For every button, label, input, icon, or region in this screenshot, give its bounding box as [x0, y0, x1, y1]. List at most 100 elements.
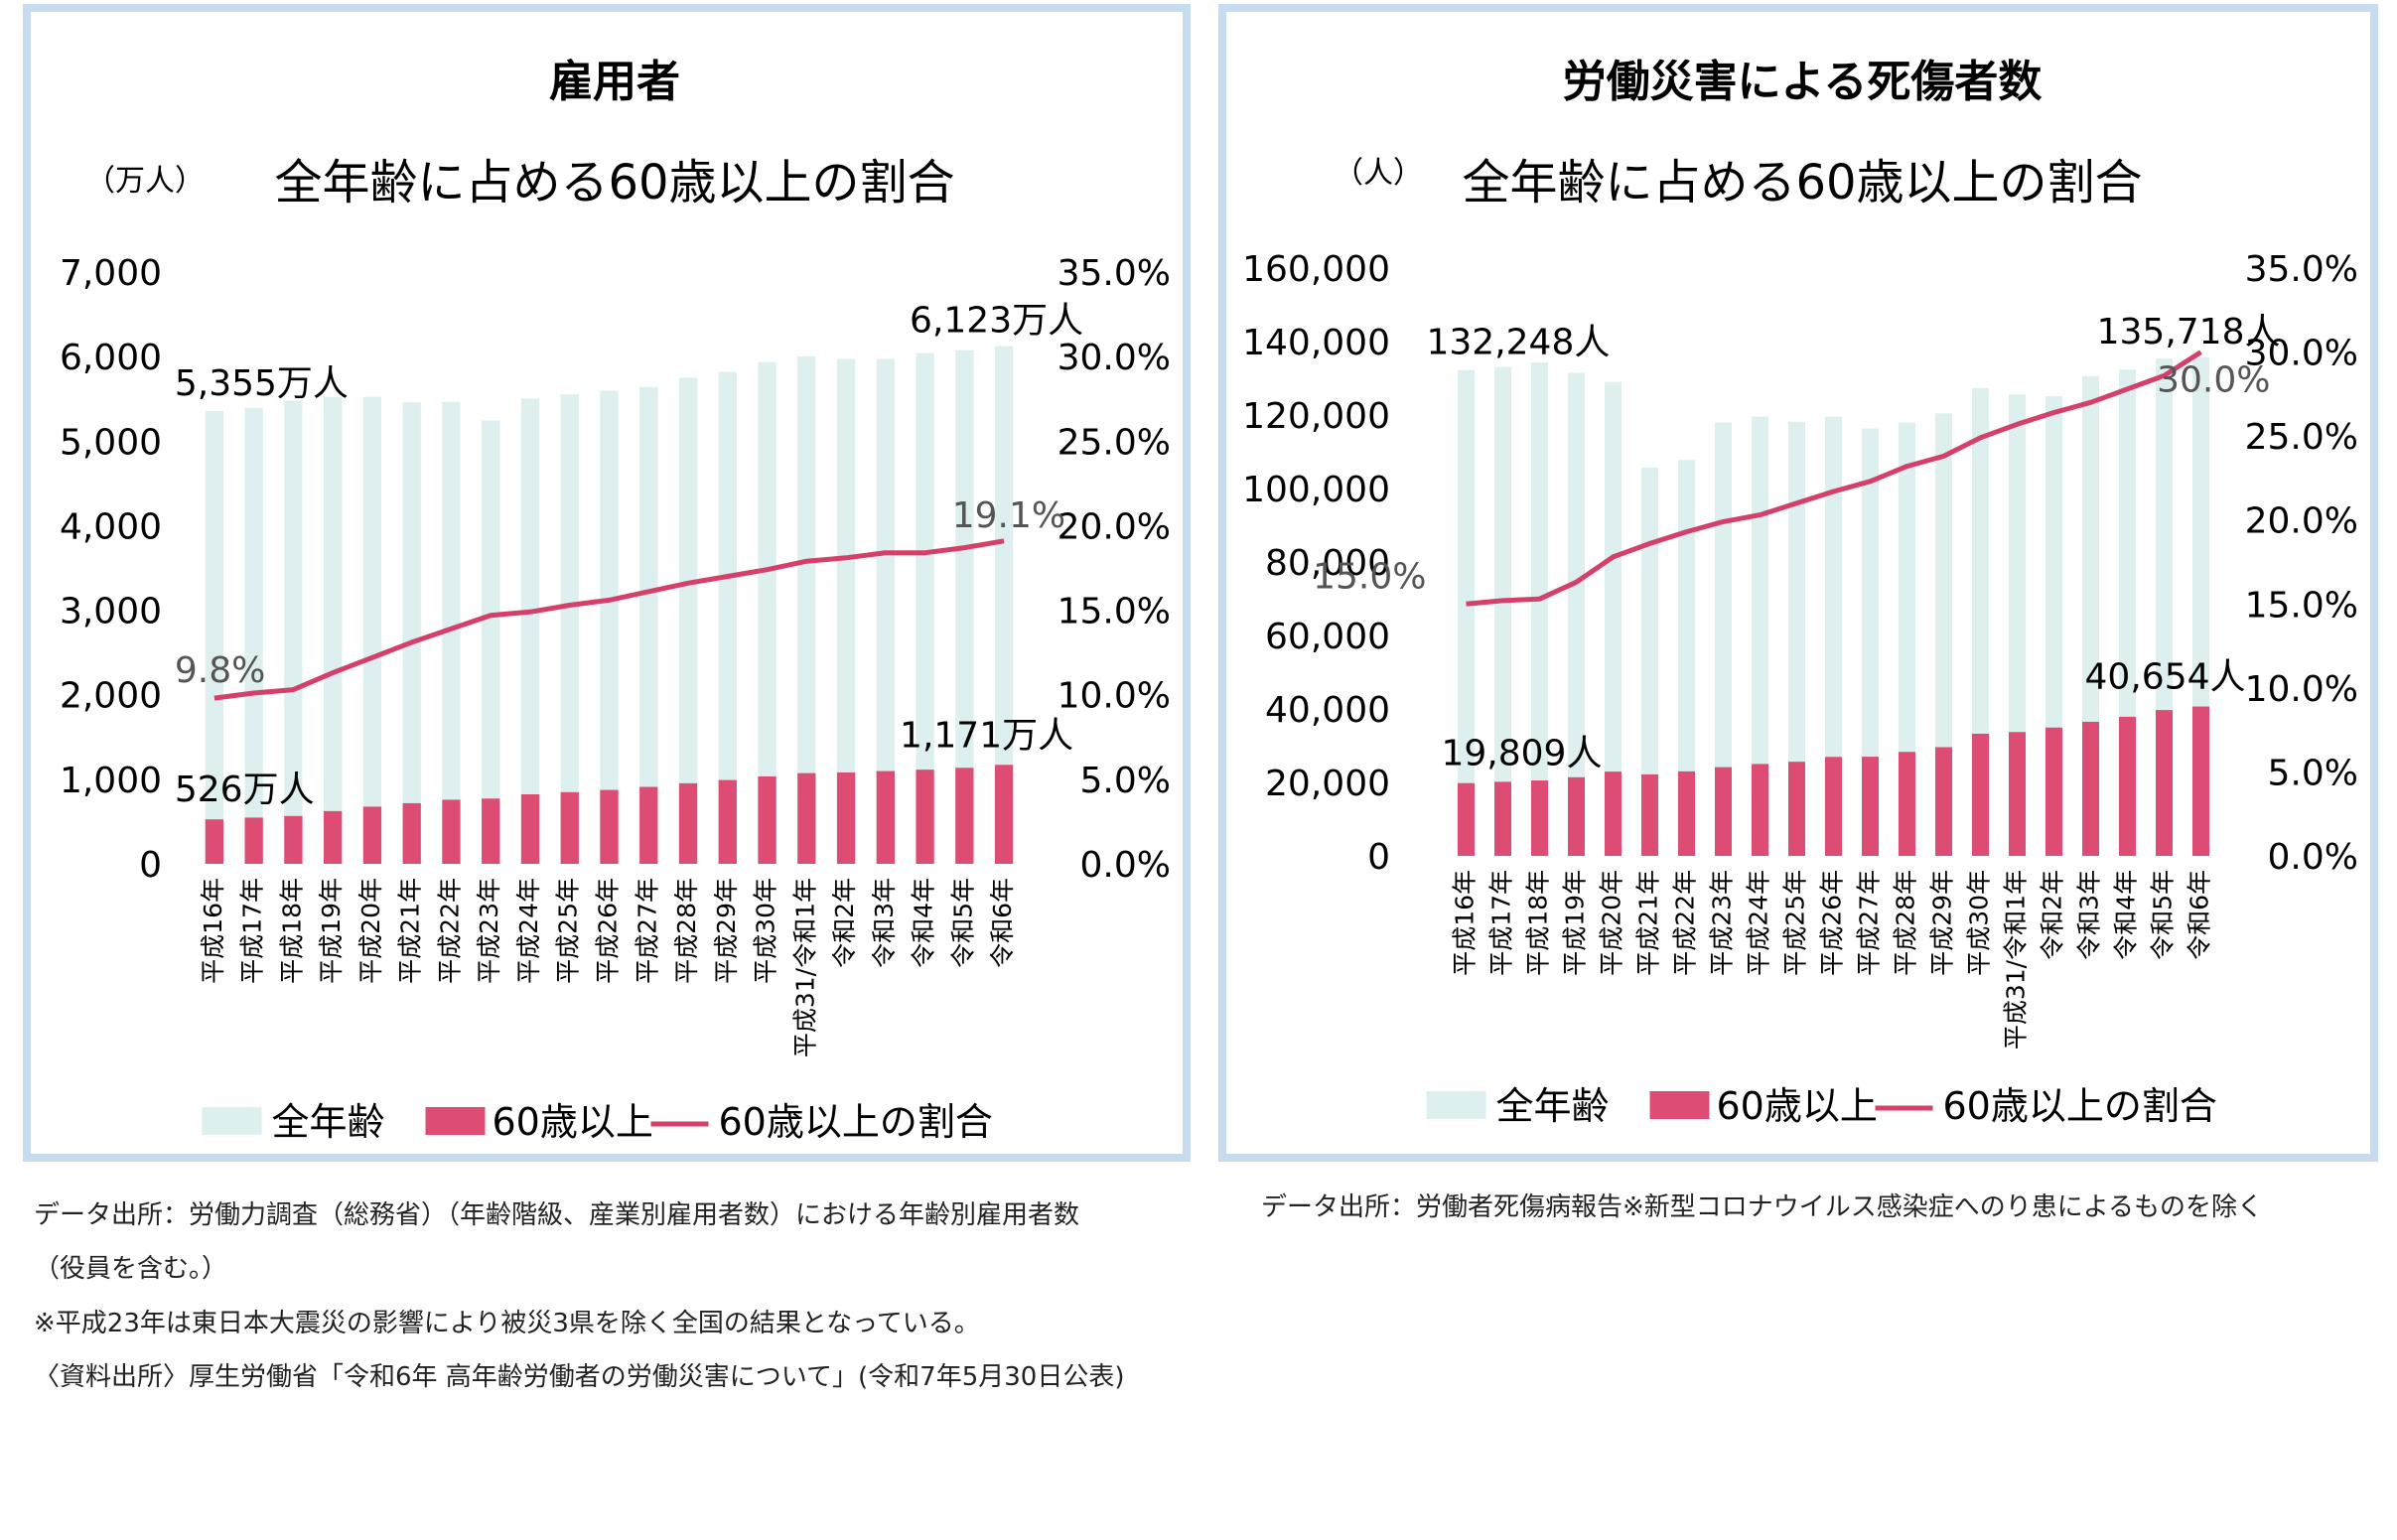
bar-all-age	[1861, 428, 1880, 856]
bar-all-age	[1824, 416, 1843, 856]
x-category-label: 平成22年	[435, 878, 464, 984]
y-right-tick-label: 25.0%	[1058, 422, 1171, 463]
bar-age60	[955, 768, 974, 864]
x-category-label: 平成16年	[1451, 870, 1480, 976]
bar-all-age	[362, 396, 382, 864]
footer-note-heisei23: ※平成23年は東日本大震災の影響により被災3県を除く全国の結果となっている。	[34, 1309, 980, 1338]
x-category-label: 平成24年	[1745, 870, 1773, 976]
bar-all-age	[402, 402, 421, 864]
y-right-tick-label: 25.0%	[2245, 417, 2358, 458]
legend-label-ratio: 60歳以上の割合	[1943, 1084, 2217, 1128]
x-category-label: 平成28年	[672, 878, 701, 984]
y-right-tick-label: 20.0%	[2245, 501, 2358, 542]
legend-label-age60: 60歳以上	[1717, 1084, 1878, 1128]
x-category-label: 平成18年	[1524, 870, 1553, 976]
y-right-tick-label: 15.0%	[2245, 585, 2358, 626]
legend-label-all-age: 全年齢	[1496, 1084, 1610, 1128]
bar-age60	[2008, 732, 2027, 856]
bar-age60	[678, 782, 698, 864]
x-category-label: 平成27年	[633, 878, 661, 984]
bar-all-age	[1714, 422, 1733, 856]
x-category-label: 令和3年	[2075, 870, 2104, 960]
bar-age60	[1898, 752, 1916, 856]
y-right-tick-label: 10.0%	[1058, 676, 1171, 717]
bar-age60	[560, 791, 579, 864]
ratio-line	[213, 538, 1005, 701]
bar-all-age	[836, 358, 856, 864]
legend-label-all-age: 全年齢	[272, 1100, 385, 1144]
annotation-first-60: 526万人	[175, 770, 315, 810]
legend-swatch-age60	[425, 1107, 486, 1135]
x-category-label: 令和6年	[988, 878, 1017, 968]
y-right-tick-label: 5.0%	[1080, 761, 1171, 801]
annotation-last-60: 1,171万人	[900, 715, 1073, 756]
bar-age60	[205, 819, 224, 864]
y-left-tick-label: 160,000	[1242, 249, 1390, 290]
x-category-label: 平成28年	[1892, 870, 1920, 976]
y-left-tick-label: 4,000	[60, 506, 162, 547]
bar-all-age	[482, 420, 500, 864]
y-left-tick-label: 1,000	[60, 761, 162, 801]
bar-all-age	[1677, 460, 1696, 856]
x-category-label: 令和3年	[870, 878, 899, 968]
bar-all-age	[916, 352, 934, 865]
bar-all-age	[600, 390, 619, 864]
x-category-label: 平成23年	[475, 878, 503, 984]
x-category-label: 平成27年	[1855, 870, 1884, 976]
bar-all-age	[955, 350, 974, 864]
bar-age60	[1493, 781, 1512, 856]
bar-age60	[758, 775, 776, 864]
footer-source-left: データ出所：労働力調査（総務省）（年齢階級、産業別雇用者数）における年齢別雇用者…	[34, 1200, 1080, 1230]
y-left-tick-label: 60,000	[1265, 617, 1390, 657]
annotation-last-total: 135,718人	[2097, 312, 2281, 352]
bar-age60	[1824, 757, 1843, 856]
x-category-label: 平成31/令和1年	[2002, 870, 2031, 1050]
x-category-label: 平成20年	[1598, 870, 1626, 976]
annotation-first-ratio: 15.0%	[1313, 556, 1426, 597]
x-category-label: 平成29年	[712, 878, 741, 984]
legend-label-age60: 60歳以上	[493, 1100, 653, 1144]
bar-all-age	[678, 377, 698, 864]
x-category-label: 平成17年	[238, 878, 267, 984]
y-left-tick-label: 0	[1367, 837, 1390, 878]
bar-all-age	[520, 398, 540, 864]
bar-all-age	[1530, 362, 1549, 856]
legend-label-ratio: 60歳以上の割合	[719, 1100, 993, 1144]
annotation-first-total: 132,248人	[1427, 323, 1611, 363]
x-category-label: 令和4年	[910, 878, 938, 968]
footer-source-right: データ出所：労働者死傷病報告※新型コロナウイルス感染症へのり患によるものを除く	[1261, 1192, 2264, 1222]
bar-age60	[994, 765, 1014, 864]
bar-age60	[244, 817, 263, 864]
x-category-label: 平成19年	[1561, 870, 1590, 976]
x-category-label: 平成21年	[1634, 870, 1663, 976]
bar-all-age	[1457, 369, 1476, 856]
bar-age60	[1971, 733, 1990, 856]
bar-all-age	[1493, 366, 1512, 856]
y-left-tick-label: 3,000	[60, 592, 162, 632]
annotation-first-ratio: 9.8%	[175, 650, 265, 691]
x-category-label: 平成20年	[356, 878, 385, 984]
y-left-tick-label: 80,000	[1265, 543, 1390, 584]
bar-age60	[1640, 773, 1659, 856]
x-category-label: 平成22年	[1671, 870, 1700, 976]
x-category-label: 平成23年	[1708, 870, 1737, 976]
bar-age60	[1567, 776, 1586, 856]
bar-age60	[520, 794, 540, 864]
legend-swatch-all-age	[202, 1107, 262, 1135]
bar-all-age	[560, 394, 579, 864]
bar-all-age	[442, 401, 461, 864]
bar-age60	[1530, 780, 1549, 856]
y-left-tick-label: 6,000	[60, 338, 162, 378]
injuries-chart-panel: 労働災害による死傷者数 全年齢に占める60歳以上の割合 （人） 0 20,000 40,0…	[1218, 4, 2378, 1162]
bar-all-age	[876, 358, 895, 864]
bar-age60	[402, 802, 421, 864]
bar-age60	[1787, 762, 1806, 856]
y-right-tick-label: 15.0%	[1058, 592, 1171, 632]
footer-material-source: 〈資料出所〉厚生労働省「令和6年 高年齢労働者の労働災害について」(令和7年5月…	[34, 1362, 1125, 1392]
y-right-tick-label: 35.0%	[2245, 249, 2358, 290]
bar-age60	[876, 770, 895, 864]
x-category-label: 令和5年	[2149, 870, 2178, 960]
x-category-label: 令和5年	[948, 878, 977, 968]
bar-all-age	[994, 346, 1014, 864]
y-right-tick-label: 0.0%	[2268, 837, 2358, 878]
